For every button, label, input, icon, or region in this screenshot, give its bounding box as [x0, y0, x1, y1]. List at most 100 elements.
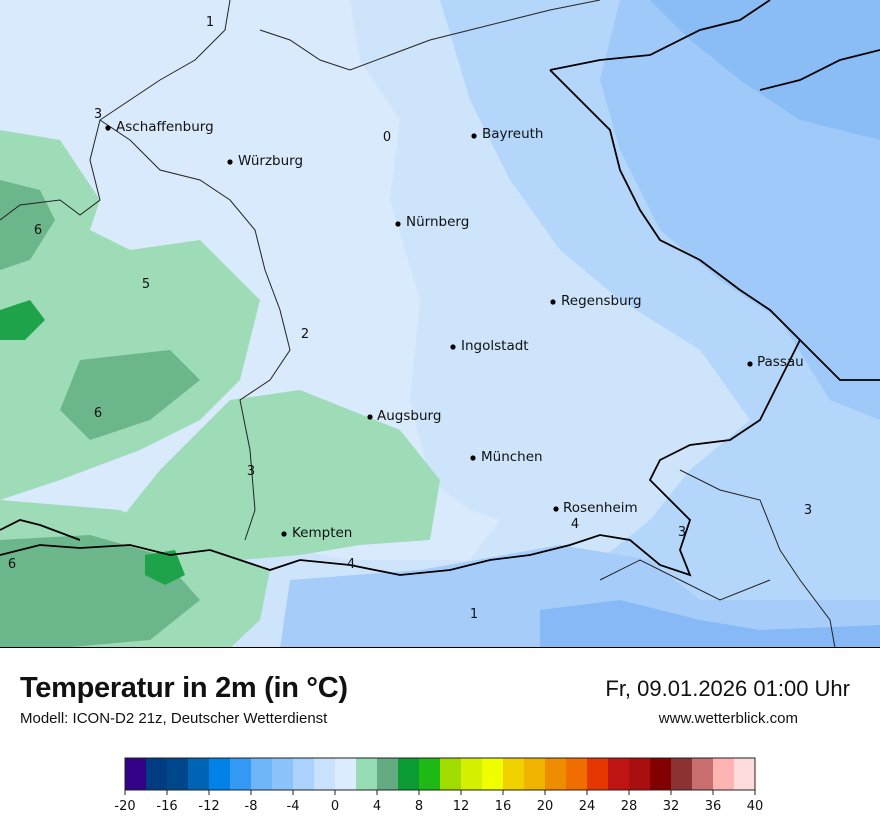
isotherm-label: 3: [94, 107, 102, 122]
temp-zone-green-south: [120, 390, 440, 560]
city-label-kempten: Kempten: [292, 525, 352, 541]
isotherm-label: 0: [383, 130, 391, 145]
color-scale-legend: -20 -16 -12 -8 -4 0 4 8 12 16 20 24 28 32 36 40: [114, 757, 763, 814]
legend-swatch: [713, 758, 735, 790]
legend-tick-label: 28: [621, 799, 638, 814]
city-marker: [395, 221, 401, 227]
temp-zone-green-deep: [0, 300, 45, 340]
legend-swatch: [566, 758, 588, 790]
isotherm-label: 6: [8, 557, 16, 572]
temp-zone-green-deep-2: [145, 550, 185, 585]
city-label-ingolstadt: Ingolstadt: [461, 338, 529, 354]
legend-swatch: [545, 758, 567, 790]
cities: Aschaffenburg Würzburg Bayreuth Nürnberg…: [105, 119, 804, 541]
legend-swatches: [124, 757, 756, 791]
legend-swatch: [209, 758, 231, 790]
city-marker: [227, 159, 233, 165]
legend-tick-label: 8: [415, 799, 423, 814]
website-link[interactable]: www.wetterblick.com: [658, 710, 798, 727]
city-label-passau: Passau: [757, 354, 804, 370]
isotherm-label: 6: [34, 223, 42, 238]
legend-swatch: [398, 758, 420, 790]
legend-swatch: [251, 758, 273, 790]
isotherm-label: 1: [206, 15, 214, 30]
legend-swatch: [125, 758, 147, 790]
legend-swatch: [314, 758, 336, 790]
legend-swatch: [377, 758, 399, 790]
legend-ticks: -20 -16 -12 -8 -4 0 4 8 12 16 20 24 28 32 36 40: [114, 790, 763, 814]
legend-swatch: [230, 758, 252, 790]
legend-swatch: [272, 758, 294, 790]
legend-tick-label: 4: [373, 799, 381, 814]
country-borders: [0, 0, 880, 577]
legend-swatch: [587, 758, 609, 790]
legend-tick-label: 20: [537, 799, 554, 814]
legend-swatch: [461, 758, 483, 790]
legend-swatch: [608, 758, 630, 790]
model-info: Modell: ICON-D2 21z, Deutscher Wetterdie…: [20, 710, 328, 727]
city-label-augsburg: Augsburg: [377, 408, 441, 424]
legend-tick-label: -16: [156, 799, 177, 814]
map-footer: Temperatur in 2m (in °C) Modell: ICON-D2…: [0, 648, 880, 830]
temp-zone-blue-deep: [650, 0, 880, 140]
city-label-wuerzburg: Würzburg: [238, 153, 303, 169]
legend-tick-label: 16: [495, 799, 512, 814]
legend-swatch: [293, 758, 315, 790]
forecast-datetime: Fr, 09.01.2026 01:00 Uhr: [605, 676, 850, 701]
temp-zone-blue-alps: [280, 545, 880, 648]
isotherm-label: 3: [678, 525, 686, 540]
legend-frame: [124, 757, 756, 791]
city-marker: [470, 455, 476, 461]
city-marker: [105, 125, 111, 131]
legend-tick-label: 12: [453, 799, 470, 814]
legend-swatch: [734, 758, 756, 790]
isotherm-label: 6: [94, 406, 102, 421]
isotherm-label: 4: [347, 557, 355, 572]
legend-swatch: [188, 758, 210, 790]
temp-zone-green-dark-2: [60, 350, 200, 440]
legend-swatch: [146, 758, 168, 790]
legend-tick-label: -8: [245, 799, 258, 814]
city-marker: [367, 414, 373, 420]
legend-swatch: [503, 758, 525, 790]
legend-swatch: [419, 758, 441, 790]
legend-tick-label: 40: [747, 799, 764, 814]
legend-tick-label: 36: [705, 799, 722, 814]
city-label-muenchen: München: [481, 449, 543, 465]
city-marker: [471, 133, 477, 139]
isotherm-labels: 1 3 0 6 5 2 6 3 6 4 4 3 3 1: [8, 15, 812, 622]
city-marker: [553, 506, 559, 512]
legend-swatch: [440, 758, 462, 790]
city-marker: [450, 344, 456, 350]
weather-map: 1 3 0 6 5 2 6 3 6 4 4 3 3 1 Aschaffenbur…: [0, 0, 880, 648]
legend-swatch: [629, 758, 651, 790]
legend-tick-label: 24: [579, 799, 596, 814]
legend-swatch: [167, 758, 189, 790]
city-label-aschaffenburg: Aschaffenburg: [116, 119, 214, 135]
city-label-nuernberg: Nürnberg: [406, 214, 469, 230]
city-label-regensburg: Regensburg: [561, 293, 642, 309]
legend-tick-label: 32: [663, 799, 680, 814]
city-marker: [281, 531, 287, 537]
legend-swatch: [692, 758, 714, 790]
city-label-bayreuth: Bayreuth: [482, 126, 544, 142]
isotherm-label: 5: [142, 277, 150, 292]
isotherm-label: 1: [470, 607, 478, 622]
city-label-rosenheim: Rosenheim: [563, 500, 638, 516]
isotherm-label: 3: [247, 464, 255, 479]
legend-tick-label: -12: [198, 799, 219, 814]
legend-swatch: [482, 758, 504, 790]
temp-zone-blue-alps-deep: [540, 600, 880, 648]
temperature-map: 1 3 0 6 5 2 6 3 6 4 4 3 3 1 Aschaffenbur…: [0, 0, 880, 648]
legend-tick-label: -20: [114, 799, 135, 814]
regional-borders: [0, 0, 836, 648]
city-marker: [550, 299, 556, 305]
legend-swatch: [524, 758, 546, 790]
legend-swatch: [671, 758, 693, 790]
legend-swatch: [356, 758, 378, 790]
legend-tick-label: -4: [287, 799, 300, 814]
legend-swatch: [335, 758, 357, 790]
isotherm-label: 3: [804, 503, 812, 518]
legend-swatch: [650, 758, 672, 790]
isotherm-label: 2: [301, 327, 309, 342]
